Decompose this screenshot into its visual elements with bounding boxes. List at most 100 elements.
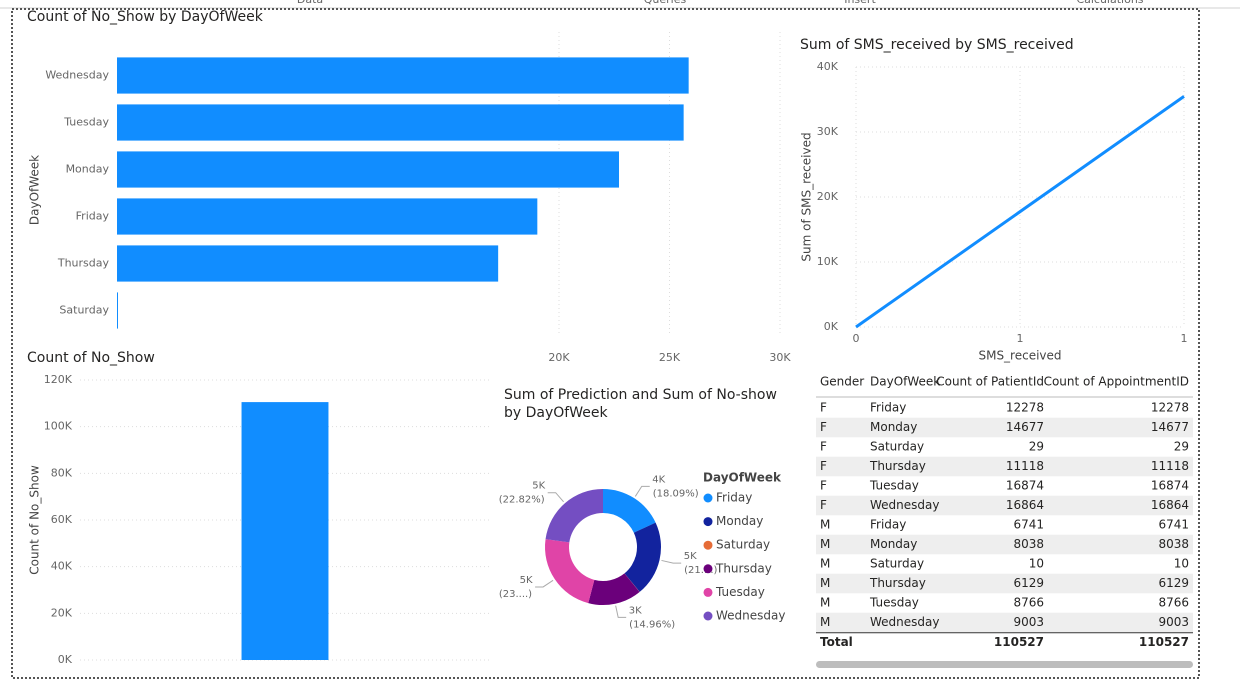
donut-slice <box>545 539 595 604</box>
cell: Saturday <box>870 440 924 454</box>
y-tick-label: 10K <box>817 255 839 268</box>
y-tick-label: Tuesday <box>63 116 109 129</box>
cell: 29 <box>1174 440 1189 454</box>
x-tick-label: 1 <box>1181 332 1188 345</box>
x-tick-label: 0 <box>853 332 860 345</box>
cell: 6129 <box>1013 576 1044 590</box>
scrollbar[interactable] <box>816 661 1193 668</box>
legend-marker <box>703 540 713 550</box>
leader-line <box>615 605 627 618</box>
legend-title: DayOfWeek <box>703 471 782 485</box>
column-header: DayOfWeek <box>870 375 940 389</box>
legend-label: Monday <box>716 514 763 528</box>
bar <box>117 57 689 94</box>
y-tick-label: 0K <box>824 320 839 333</box>
total-cell: 110527 <box>1139 635 1189 649</box>
y-axis-title: DayOfWeek <box>28 155 42 225</box>
chart-title: Count of No_Show <box>27 350 155 366</box>
cell: F <box>820 401 827 415</box>
bar <box>117 198 538 235</box>
legend-label: Tuesday <box>715 585 765 599</box>
y-tick-label: 120K <box>44 373 73 386</box>
cell: M <box>820 537 830 551</box>
chart-title: Count of No_Show by DayOfWeek <box>27 9 264 25</box>
cell: Monday <box>870 537 917 551</box>
data-label: (21....) <box>684 565 717 576</box>
cell: Monday <box>870 420 917 434</box>
bar <box>117 151 620 188</box>
cell: 10 <box>1174 557 1189 571</box>
column-header: Count of PatientId <box>936 375 1044 389</box>
cell: F <box>820 498 827 512</box>
legend-label: Saturday <box>716 538 770 552</box>
x-tick-label: 1 <box>1017 332 1024 345</box>
cell: F <box>820 440 827 454</box>
leader-line <box>634 485 650 497</box>
column-header: Count of AppointmentID <box>1044 375 1189 389</box>
y-tick-label: Saturday <box>59 304 109 317</box>
row-stripe <box>816 612 1193 633</box>
cell: 9003 <box>1013 615 1044 629</box>
cell: Wednesday <box>870 615 939 629</box>
cell: Wednesday <box>870 498 939 512</box>
data-label: (23....) <box>499 589 532 600</box>
y-tick-label: 20K <box>51 606 73 619</box>
ribbon-tab[interactable]: Insert <box>844 0 876 6</box>
row-stripe <box>816 573 1193 594</box>
legend-marker <box>703 611 713 621</box>
legend-label: Wednesday <box>716 609 785 623</box>
donut-slice <box>603 489 656 533</box>
cell: 6129 <box>1158 576 1189 590</box>
cell: 16874 <box>1006 479 1044 493</box>
legend-marker <box>703 517 713 527</box>
cell: M <box>820 557 830 571</box>
cell: 6741 <box>1013 518 1044 532</box>
ribbon-bar <box>0 0 1240 8</box>
cell: 8038 <box>1158 537 1189 551</box>
data-label: 5K <box>520 575 533 586</box>
cell: 11118 <box>1006 459 1044 473</box>
data-label: (22.82%) <box>499 495 545 506</box>
donut-slice <box>624 573 640 593</box>
y-tick-label: 20K <box>817 190 839 203</box>
cell: 14677 <box>1151 420 1189 434</box>
x-tick-label: 25K <box>659 351 681 364</box>
y-tick-label: 80K <box>51 466 73 479</box>
x-tick-label: 20K <box>548 351 570 364</box>
x-tick-label: 30K <box>769 351 791 364</box>
y-tick-label: Friday <box>76 210 110 223</box>
cell: Thursday <box>869 576 926 590</box>
donut-slice <box>588 573 640 605</box>
cell: M <box>820 596 830 610</box>
bar <box>117 245 499 282</box>
legend-marker <box>703 493 713 503</box>
y-tick-label: Monday <box>66 163 110 176</box>
cell: M <box>820 576 830 590</box>
ribbon-tab[interactable]: Data <box>297 0 323 6</box>
cell: 12278 <box>1006 401 1044 415</box>
cell: F <box>820 459 827 473</box>
cell: 16864 <box>1006 498 1044 512</box>
ribbon-tab[interactable]: Calculations <box>1076 0 1143 6</box>
canvas-border <box>11 8 1200 679</box>
bar <box>241 402 329 660</box>
cell: 8766 <box>1158 596 1189 610</box>
data-label: (14.96%) <box>629 619 675 630</box>
column-header: Gender <box>820 375 864 389</box>
cell: 9003 <box>1158 615 1189 629</box>
legend-marker <box>703 564 713 574</box>
table-header-bg <box>816 370 1193 394</box>
legend-label: Friday <box>716 491 752 505</box>
line <box>855 95 1185 329</box>
leader-line <box>535 579 554 588</box>
ribbon-tab[interactable]: Queries <box>644 0 687 6</box>
cell: Tuesday <box>869 596 919 610</box>
cell: 10 <box>1029 557 1044 571</box>
cell: F <box>820 479 827 493</box>
legend-label: Thursday <box>715 561 772 575</box>
cell: Saturday <box>870 557 924 571</box>
cell: 8766 <box>1013 596 1044 610</box>
data-label: 3K <box>629 605 642 616</box>
